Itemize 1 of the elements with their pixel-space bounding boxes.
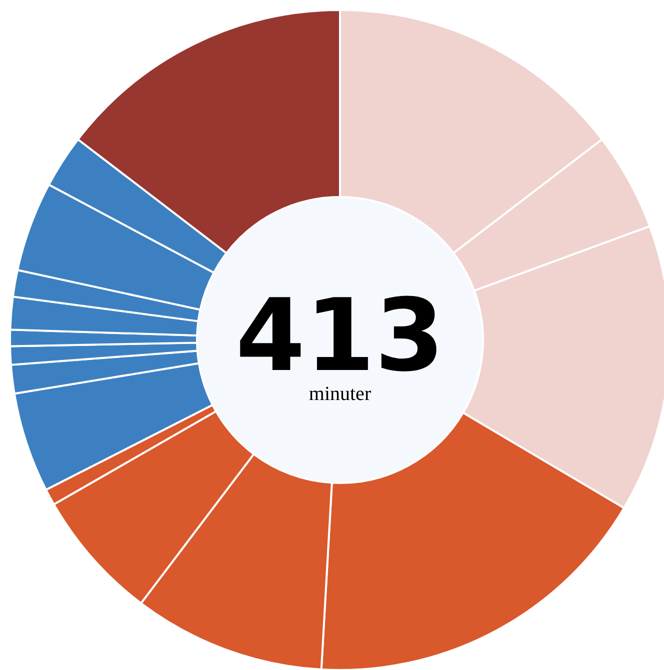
text: minuter (308, 383, 372, 405)
